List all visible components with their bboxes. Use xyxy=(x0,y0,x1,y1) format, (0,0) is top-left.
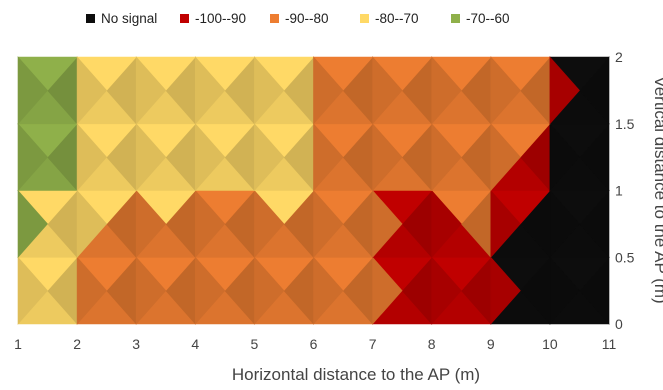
x-tick-label: 7 xyxy=(369,336,377,352)
legend-item: -80--70 xyxy=(360,11,419,26)
x-tick-label: 4 xyxy=(191,336,199,352)
contour-cell xyxy=(431,189,462,259)
legend-swatch xyxy=(86,14,95,23)
contour-cell xyxy=(549,56,580,125)
contour-cell xyxy=(135,123,167,192)
x-tick-label: 6 xyxy=(310,336,318,352)
legend-label: -70--60 xyxy=(466,11,510,26)
legend-swatch xyxy=(270,14,279,23)
legend-item: -100--90 xyxy=(180,11,246,26)
x-tick-label: 10 xyxy=(542,336,558,352)
contour-cell xyxy=(431,123,462,192)
legend-swatch xyxy=(180,14,189,23)
contour-cell xyxy=(76,256,108,325)
legend-item: -70--60 xyxy=(451,11,510,26)
contour-cell xyxy=(549,123,580,192)
y-tick-label: 0 xyxy=(615,316,623,332)
contour-cell xyxy=(195,56,226,125)
contour-cell xyxy=(372,189,403,259)
contour-cell xyxy=(254,256,285,325)
y-tick-label: 2 xyxy=(615,49,623,65)
contour-cell xyxy=(76,56,108,125)
contour-cell xyxy=(549,256,580,325)
contour-cell xyxy=(17,256,48,325)
contour-cell xyxy=(195,256,226,325)
contour-cell xyxy=(313,123,344,192)
x-tick-label: 2 xyxy=(73,336,81,352)
legend-item: No signal xyxy=(86,11,157,26)
legend-label: No signal xyxy=(101,11,158,26)
contour-cell xyxy=(254,123,285,192)
x-tick-label: 5 xyxy=(251,336,259,352)
x-axis-ticks: 1 2 3 4 5 6 7 8 9 10 11 xyxy=(14,336,616,352)
x-tick-label: 3 xyxy=(132,336,140,352)
contour-cell xyxy=(431,56,462,125)
y-tick-label: 0.5 xyxy=(615,249,635,265)
contour-cell xyxy=(135,189,167,259)
x-tick-label: 11 xyxy=(602,336,617,352)
contour-cell xyxy=(17,56,48,125)
legend-swatch xyxy=(451,14,460,23)
contour-cell xyxy=(254,56,285,125)
contour-cell xyxy=(372,56,403,125)
contour-cell xyxy=(372,123,403,192)
contour-cell xyxy=(490,123,521,192)
plot-area xyxy=(17,56,610,325)
contour-cell xyxy=(372,256,403,325)
contour-cell xyxy=(313,189,344,259)
contour-cell xyxy=(76,189,108,259)
y-axis-ticks: 0 0.5 1 1.5 2 xyxy=(615,49,635,332)
contour-cell xyxy=(490,56,521,125)
contour-cell xyxy=(490,256,521,325)
x-tick-label: 8 xyxy=(428,336,436,352)
contour-cell xyxy=(254,189,285,259)
contour-cell xyxy=(549,189,580,259)
legend-swatch xyxy=(360,14,369,23)
contour-cell xyxy=(17,189,48,259)
legend-label: -100--90 xyxy=(195,11,247,26)
contour-cell xyxy=(17,123,48,192)
x-tick-label: 1 xyxy=(14,336,22,352)
y-tick-label: 1.5 xyxy=(615,116,635,132)
legend-label: -80--70 xyxy=(375,11,419,26)
contour-cell xyxy=(313,56,344,125)
y-axis-title: Vertical distance to the AP (m) xyxy=(651,76,663,303)
contour-cell xyxy=(195,123,226,192)
x-axis-title: Horizontal distance to the AP (m) xyxy=(232,365,480,384)
contour-cell xyxy=(313,256,344,325)
legend-label: -90--80 xyxy=(285,11,329,26)
legend-item: -90--80 xyxy=(270,11,329,26)
contour-cell xyxy=(76,123,108,192)
chart-legend: No signal -100--90 -90--80 -80--70 -70--60 xyxy=(0,0,663,36)
contour-cell xyxy=(431,256,462,325)
contour-cell xyxy=(135,56,167,125)
contour-cell xyxy=(135,256,167,325)
contour-cell xyxy=(195,189,226,259)
contour-cell xyxy=(490,189,521,259)
x-tick-label: 9 xyxy=(487,336,495,352)
y-tick-label: 1 xyxy=(615,183,623,199)
